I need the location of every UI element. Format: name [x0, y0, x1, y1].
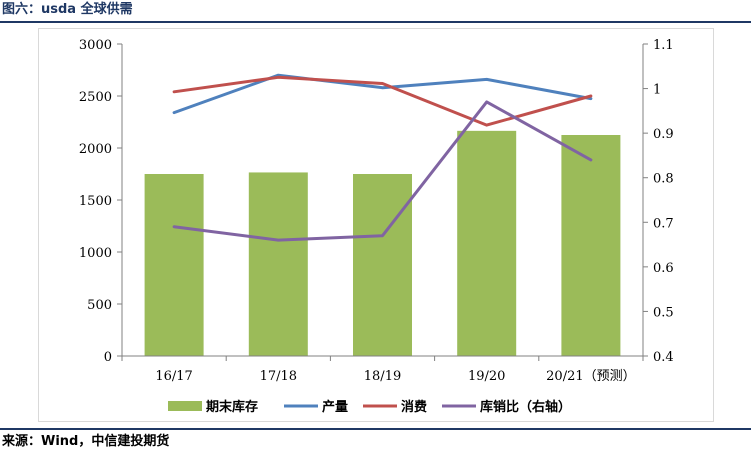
legend-label: 期末库存: [206, 399, 258, 415]
left-tick-label: 3000: [79, 38, 112, 53]
right-tick-label: 0.7: [653, 216, 674, 231]
bar-series: [144, 130, 621, 356]
left-tick-label: 2500: [79, 90, 112, 105]
legend: 期末库存 产量 消费 库销比（右轴）: [168, 399, 571, 415]
right-tick-label: 1.1: [653, 38, 674, 53]
x-category-label: 17/18: [260, 369, 297, 384]
x-category-label: 20/21（预测）: [546, 369, 635, 384]
bar-inventory: [248, 172, 308, 356]
x-category-label: 16/17: [155, 369, 192, 384]
chart-frame: [38, 28, 714, 422]
bar-inventory: [561, 135, 621, 356]
left-tick-label: 1000: [79, 246, 112, 261]
x-category-label: 18/19: [364, 369, 401, 384]
legend-label: 产量: [322, 399, 348, 415]
line-series-1: [172, 73, 593, 115]
bottom-rule: [0, 428, 751, 430]
legend-label: 消费: [401, 399, 427, 415]
right-tick-label: 0.6: [653, 261, 674, 276]
left-tick-label: 2000: [79, 142, 112, 157]
line-series-2: [172, 75, 593, 127]
left-tick-label: 0: [104, 350, 112, 365]
bar-inventory: [353, 174, 412, 356]
legend-swatch-bar: [168, 401, 202, 411]
source-note: 来源：Wind，中信建投期货: [2, 434, 170, 449]
bar-inventory: [144, 174, 204, 356]
right-tick-label: 0.9: [653, 127, 674, 142]
left-tick-label: 500: [87, 298, 112, 313]
right-tick-label: 0.4: [653, 350, 674, 365]
x-axis: 16/17 17/18 18/19 19/20 20/21（预测）: [121, 355, 644, 384]
figure-title: 图六：usda 全球供需: [2, 2, 133, 17]
left-axis: 0 500 1000 1500 2000 2500 3000: [79, 38, 123, 365]
right-tick-label: 1: [653, 83, 661, 98]
top-rule: [0, 21, 751, 23]
left-tick-label: 1500: [79, 194, 112, 209]
bar-inventory: [457, 130, 517, 356]
right-axis: 0.4 0.5 0.6 0.7 0.8 0.9 1 1.1: [642, 38, 674, 365]
line-series: [172, 73, 593, 242]
right-tick-label: 0.5: [653, 305, 674, 320]
x-category-label: 19/20: [468, 369, 505, 384]
line-series-3: [172, 100, 593, 242]
right-tick-label: 0.8: [653, 172, 674, 187]
legend-label: 库销比（右轴）: [480, 399, 571, 415]
